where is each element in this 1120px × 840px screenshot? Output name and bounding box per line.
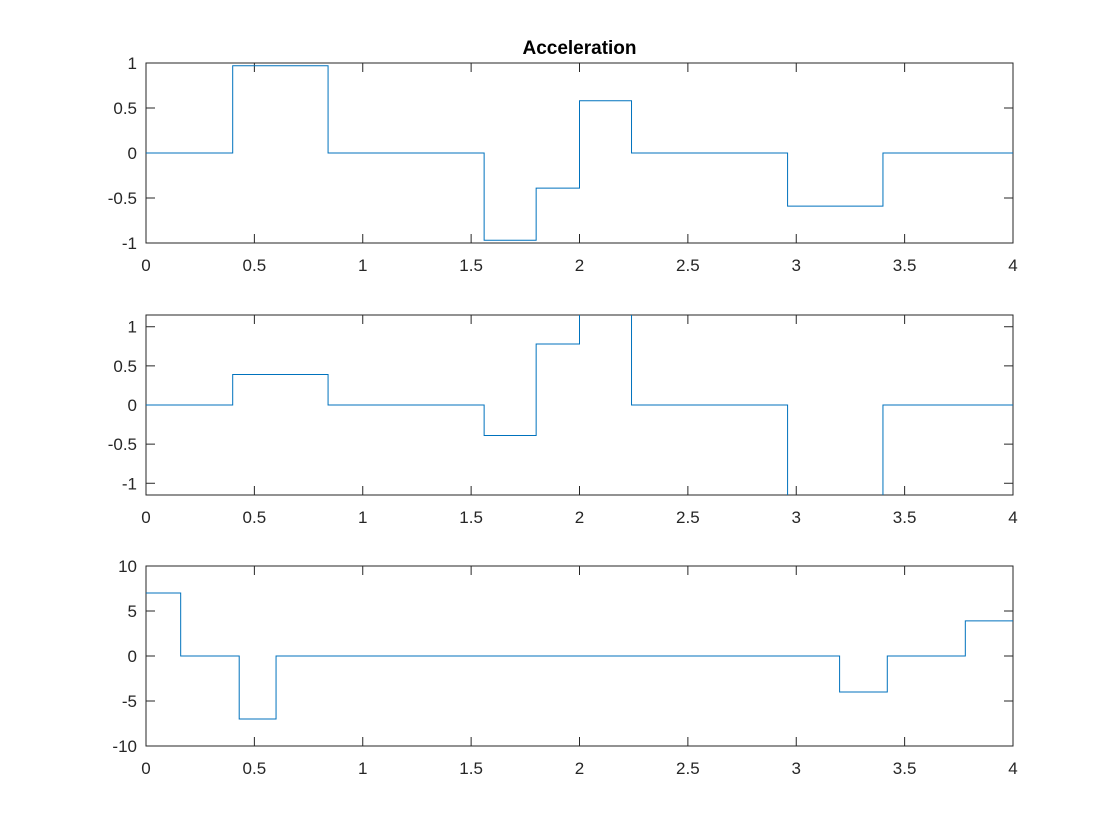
axes-3: 0 0.5 1 1.5 2 2.5 3 3.5 4 -10 -5 0 5 10 [112, 557, 1017, 778]
axes-1: 0 0.5 1 1.5 2 2.5 3 3.5 4 -1 -0.5 0 0.5 1 Acceleration [108, 38, 1018, 275]
axes-container: 0 0.5 1 1.5 2 2.5 3 3.5 4 -1 -0.5 0 0.5 1 Acceleration… [108, 38, 1018, 778]
x-tick-label: 3.5 [893, 508, 917, 527]
x-tick-label: 3 [792, 759, 801, 778]
x-tick-label: 1.5 [459, 256, 483, 275]
x-tick-label: 3 [792, 508, 801, 527]
x-tick-label: 0.5 [243, 256, 267, 275]
y-tick-label: -10 [112, 737, 137, 756]
x-tick-label: 1.5 [459, 759, 483, 778]
series-line-2-1 [146, 315, 1013, 495]
x-tick-label: 3 [792, 256, 801, 275]
x-tick-label: 1.5 [459, 508, 483, 527]
x-tick-label: 4 [1008, 256, 1017, 275]
x-tick-label: 1 [358, 759, 367, 778]
y-tick-label: 1 [128, 318, 137, 337]
x-tick-label: 2.5 [676, 759, 700, 778]
y-tick-label: 1 [128, 54, 137, 73]
y-tick-label: -1 [122, 474, 137, 493]
y-tick-label: -0.5 [108, 189, 137, 208]
y-tick-label: -5 [122, 692, 137, 711]
y-tick-label: -0.5 [108, 435, 137, 454]
series-line-1-1 [146, 65, 1013, 241]
series-line-3-1 [146, 592, 1013, 720]
x-tick-label: 0 [141, 508, 150, 527]
plot-area-2 [145, 314, 1014, 496]
y-tick-label: 0.5 [113, 99, 137, 118]
y-tick-label: 0 [128, 144, 137, 163]
x-tick-label: 0 [141, 256, 150, 275]
chart-title: Acceleration [522, 38, 636, 59]
x-tick-label: 1 [358, 508, 367, 527]
x-tick-label: 0 [141, 759, 150, 778]
y-tick-label: 5 [128, 602, 137, 621]
x-tick-label: 0.5 [243, 759, 267, 778]
x-tick-label: 2 [575, 759, 584, 778]
x-tick-label: 2.5 [676, 508, 700, 527]
x-tick-label: 1 [358, 256, 367, 275]
x-tick-label: 2 [575, 256, 584, 275]
y-tick-label: -1 [122, 234, 137, 253]
x-tick-label: 0.5 [243, 508, 267, 527]
x-tick-label: 4 [1008, 508, 1017, 527]
y-tick-label: 0.5 [113, 357, 137, 376]
x-tick-label: 3.5 [893, 256, 917, 275]
x-tick-label: 3.5 [893, 759, 917, 778]
axes-2: 0 0.5 1 1.5 2 2.5 3 3.5 4 -1 -0.5 0 0.5 1 [108, 314, 1018, 527]
y-tick-label: 0 [128, 396, 137, 415]
x-tick-label: 2.5 [676, 256, 700, 275]
x-tick-label: 4 [1008, 759, 1017, 778]
x-tick-label: 2 [575, 508, 584, 527]
y-tick-label: 0 [128, 647, 137, 666]
y-tick-label: 10 [118, 557, 137, 576]
